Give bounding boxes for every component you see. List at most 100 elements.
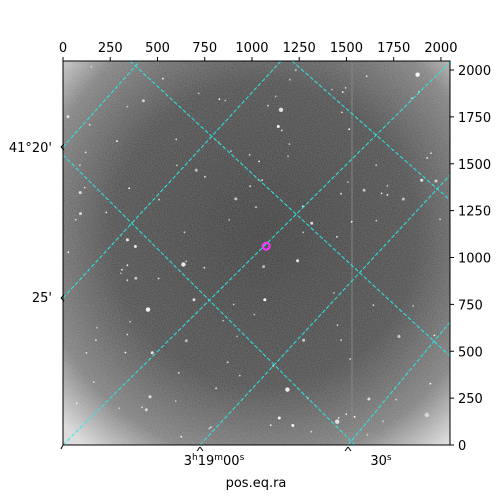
star bbox=[162, 77, 164, 80]
star bbox=[175, 138, 178, 141]
right-axis-tick-label: 1500 bbox=[458, 158, 491, 173]
star bbox=[79, 212, 82, 216]
star bbox=[420, 178, 424, 182]
star bbox=[105, 211, 108, 214]
star bbox=[280, 129, 283, 132]
star bbox=[288, 143, 291, 145]
star bbox=[67, 251, 70, 254]
star bbox=[121, 268, 123, 271]
star bbox=[367, 397, 371, 401]
star bbox=[433, 334, 436, 337]
star bbox=[133, 245, 137, 248]
star bbox=[249, 185, 252, 188]
right-axis-tick-label: 1250 bbox=[458, 205, 491, 220]
right-axis-tick-label: 750 bbox=[458, 298, 483, 313]
star bbox=[148, 395, 152, 399]
star bbox=[222, 319, 225, 322]
star bbox=[253, 313, 256, 316]
top-axis-tick-label: 1500 bbox=[330, 41, 363, 56]
star bbox=[348, 128, 351, 131]
star bbox=[345, 413, 348, 415]
star bbox=[215, 387, 218, 390]
top-axis-tick-label: 2000 bbox=[424, 41, 457, 56]
star bbox=[375, 219, 378, 222]
star bbox=[120, 272, 122, 275]
star bbox=[90, 66, 93, 68]
star bbox=[238, 374, 241, 377]
star bbox=[75, 402, 78, 405]
top-pixel-axis: 0 250 500 750 1000 1250 1500 1750 2000 bbox=[59, 41, 457, 61]
star bbox=[74, 218, 77, 221]
star bbox=[141, 99, 145, 103]
star bbox=[85, 352, 88, 354]
star bbox=[386, 185, 389, 187]
star bbox=[412, 305, 414, 307]
grid-line-ra bbox=[63, 61, 450, 445]
star bbox=[126, 264, 129, 267]
top-axis-tick-label: 1750 bbox=[377, 41, 410, 56]
star bbox=[129, 320, 132, 323]
star bbox=[88, 123, 91, 126]
star bbox=[125, 238, 129, 242]
star bbox=[203, 266, 206, 269]
coordinate-grid bbox=[63, 61, 450, 445]
star bbox=[337, 417, 340, 419]
star bbox=[333, 292, 335, 294]
star bbox=[285, 387, 290, 392]
right-axis-tick-label: 1000 bbox=[458, 252, 491, 267]
star bbox=[302, 338, 306, 342]
star bbox=[126, 105, 129, 108]
star bbox=[116, 140, 118, 143]
star bbox=[126, 333, 129, 336]
star bbox=[84, 151, 87, 154]
star bbox=[344, 87, 347, 89]
star bbox=[302, 231, 305, 234]
star bbox=[184, 339, 188, 343]
star bbox=[183, 231, 186, 234]
star bbox=[118, 407, 121, 410]
star bbox=[261, 179, 263, 182]
top-axis-tick-label: 1000 bbox=[235, 41, 268, 56]
star bbox=[79, 164, 81, 167]
star bbox=[224, 99, 227, 102]
star bbox=[78, 191, 82, 195]
star bbox=[349, 358, 351, 360]
right-axis-tick-label: 250 bbox=[458, 392, 483, 407]
star bbox=[181, 262, 186, 267]
star bbox=[429, 382, 432, 385]
star bbox=[411, 97, 413, 100]
star bbox=[386, 194, 389, 196]
star bbox=[95, 339, 97, 341]
top-axis-tick-label: 750 bbox=[192, 41, 217, 56]
star bbox=[66, 115, 70, 119]
sky-image bbox=[63, 61, 450, 445]
star bbox=[366, 434, 369, 436]
star bbox=[262, 265, 266, 269]
star bbox=[415, 72, 420, 77]
star bbox=[134, 276, 138, 280]
star bbox=[144, 408, 148, 412]
star bbox=[310, 221, 314, 225]
star bbox=[375, 164, 378, 167]
star bbox=[382, 420, 384, 423]
star bbox=[226, 361, 229, 364]
star bbox=[230, 150, 232, 153]
star bbox=[174, 400, 177, 402]
plot-frame bbox=[62, 60, 451, 446]
grid-line-dec bbox=[291, 61, 450, 201]
star bbox=[263, 298, 267, 302]
right-axis-tick-label: 0 bbox=[458, 439, 466, 454]
star bbox=[310, 430, 313, 433]
ra-axis: 3h19m00s 30s pos.eq.ra bbox=[184, 446, 392, 491]
star bbox=[350, 220, 353, 223]
star bbox=[340, 339, 342, 341]
star bbox=[296, 259, 300, 263]
star bbox=[269, 424, 272, 427]
star bbox=[232, 303, 235, 306]
star bbox=[150, 351, 154, 355]
star bbox=[177, 372, 180, 374]
dec-label-upper: 41°20' bbox=[9, 141, 52, 156]
star bbox=[126, 279, 129, 282]
marked-source bbox=[261, 241, 271, 251]
star bbox=[340, 192, 342, 195]
